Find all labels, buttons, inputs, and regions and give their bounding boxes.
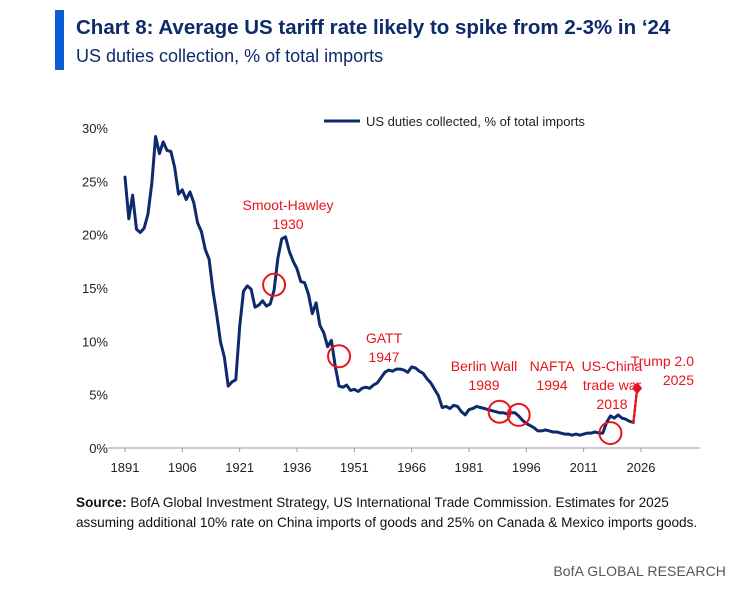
annotation-circle xyxy=(487,399,512,424)
chart-subtitle: US duties collection, % of total imports xyxy=(76,46,384,66)
brand-footer: BofA GLOBAL RESEARCH xyxy=(553,563,726,579)
x-tick-label: 1996 xyxy=(512,460,541,475)
y-tick-label: 20% xyxy=(82,228,108,243)
y-tick-label: 30% xyxy=(82,121,108,136)
annotation-label: Berlin Wall xyxy=(451,358,517,374)
annotation-label: 1930 xyxy=(272,216,303,232)
annotation-circle xyxy=(598,421,623,446)
annotation-label: US-China xyxy=(582,358,643,374)
axes: 1891 1906 1921 1936 1951 1966 1981 1996 2011 2026… xyxy=(82,121,700,475)
y-tick-label: 25% xyxy=(82,174,108,189)
title-accent-bar xyxy=(55,10,64,70)
x-tick-label: 1981 xyxy=(455,460,484,475)
annotation-label: 2025 xyxy=(663,372,694,388)
y-tick-label: 5% xyxy=(89,388,108,403)
annotation-label: 1947 xyxy=(368,349,399,365)
estimate-point-marker xyxy=(632,382,643,395)
x-tick-label: 1921 xyxy=(225,460,254,475)
annotation-label: Smoot-Hawley xyxy=(242,197,333,213)
x-tick-label: 2026 xyxy=(627,460,656,475)
source-note: Source: BofA Global Investment Strategy,… xyxy=(76,493,726,533)
annotation-label: 1994 xyxy=(536,377,567,393)
x-tick-label: 1951 xyxy=(340,460,369,475)
annotation-circle xyxy=(327,344,352,369)
y-tick-label: 15% xyxy=(82,281,108,296)
x-tick-label: 1966 xyxy=(397,460,426,475)
chart-title: Chart 8: Average US tariff rate likely t… xyxy=(76,16,671,39)
x-tick-label: 1906 xyxy=(168,460,197,475)
series-line-duties xyxy=(123,135,635,437)
annotation-label: NAFTA xyxy=(530,358,576,374)
series-line-estimate xyxy=(632,387,639,424)
annotation-circle xyxy=(262,272,287,297)
series-layer xyxy=(123,135,643,437)
annotation-layer: Smoot-Hawley 1930 GATT 1947 Berlin Wall 1989 N… xyxy=(242,197,694,446)
annotation-label: trade war xyxy=(583,377,642,393)
x-tick-label: 1936 xyxy=(283,460,312,475)
annotation-label: GATT xyxy=(366,330,403,346)
annotation-label: 1989 xyxy=(468,377,499,393)
x-tick-label: 1891 xyxy=(111,460,140,475)
source-label: Source: xyxy=(76,495,127,510)
legend: US duties collected, % of total imports xyxy=(324,114,585,129)
annotation-circle xyxy=(506,402,531,427)
tariff-line-chart: 1891 1906 1921 1936 1951 1966 1981 1996 2011 2026… xyxy=(82,114,700,475)
annotation-label: 2018 xyxy=(596,396,627,412)
y-tick-label: 10% xyxy=(82,334,108,349)
y-tick-label: 0% xyxy=(89,441,108,456)
source-text: BofA Global Investment Strategy, US Inte… xyxy=(76,495,698,530)
legend-entry-duties: US duties collected, % of total imports xyxy=(366,114,585,129)
x-tick-label: 2011 xyxy=(570,460,598,475)
annotation-label: Trump 2.0 xyxy=(631,353,694,369)
